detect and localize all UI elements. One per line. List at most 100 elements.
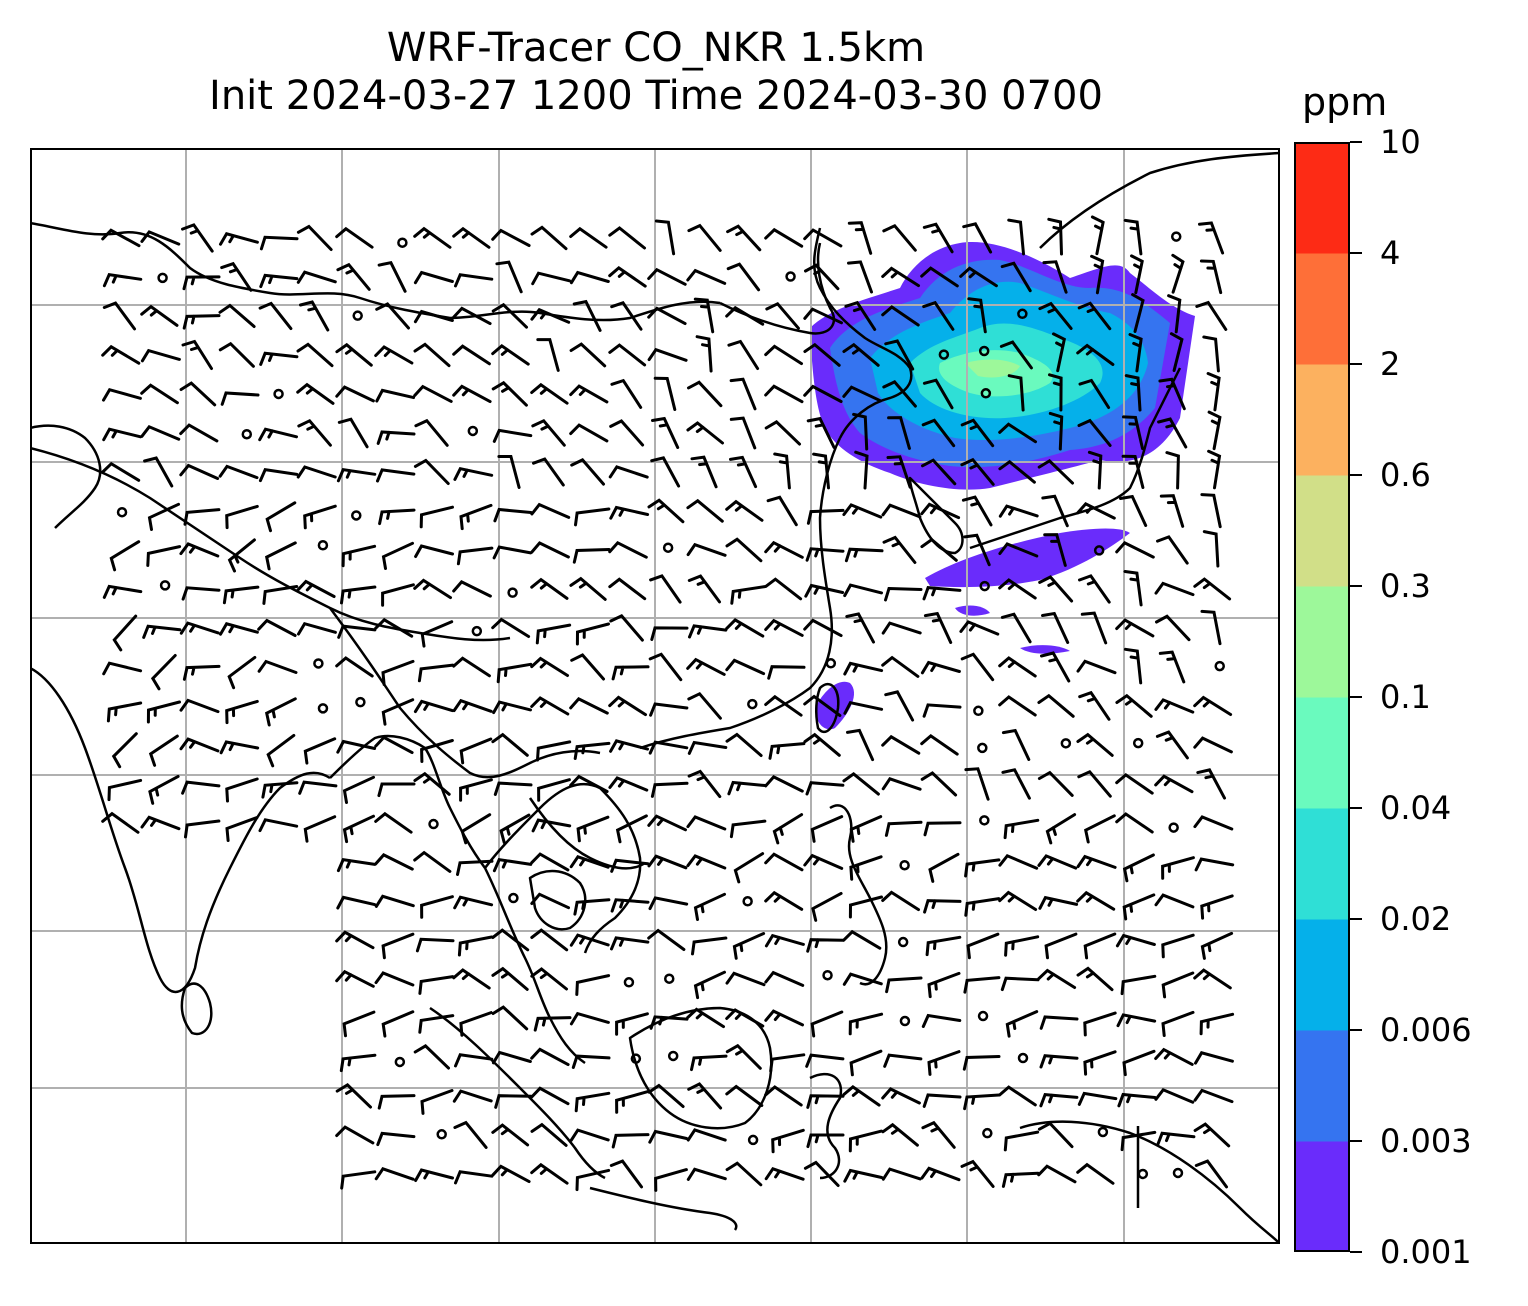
wind-barb xyxy=(610,898,650,913)
wind-barb xyxy=(1076,659,1117,675)
calm-wind-marker xyxy=(1172,1167,1184,1179)
wind-barb xyxy=(928,852,960,883)
wind-barb xyxy=(303,737,337,765)
wind-barb xyxy=(375,302,410,330)
wind-barb xyxy=(1000,976,1040,992)
wind-barb xyxy=(693,970,726,1000)
wind-barb xyxy=(844,547,884,563)
colorbar-segment xyxy=(1294,364,1350,476)
wind-barb xyxy=(1154,1087,1195,1104)
wind-barb xyxy=(686,421,724,445)
wind-barb xyxy=(610,378,643,409)
calm-wind-marker xyxy=(159,580,171,591)
wind-barb xyxy=(491,617,531,638)
wind-barb xyxy=(179,463,220,480)
wind-barb xyxy=(771,1128,805,1154)
wind-barb xyxy=(848,1129,883,1153)
wind-barb xyxy=(960,418,995,448)
wind-barb xyxy=(998,890,1038,911)
wind-barb xyxy=(1154,581,1195,597)
wind-barb xyxy=(725,305,765,326)
wind-barb xyxy=(570,458,605,486)
wind-barb xyxy=(920,1166,961,1182)
wind-barb xyxy=(1157,417,1188,449)
wind-barb xyxy=(920,502,961,520)
wind-barb xyxy=(491,302,528,329)
wind-barb xyxy=(610,301,643,331)
wind-barb xyxy=(883,1053,923,1068)
wind-barb xyxy=(648,896,689,911)
colorbar-tick-label: 0.3 xyxy=(1380,567,1431,605)
wind-barb xyxy=(647,854,688,870)
colorbar-tick-label: 0.6 xyxy=(1380,456,1431,494)
wind-barb xyxy=(179,737,220,753)
wind-barb xyxy=(842,503,883,519)
wind-barb xyxy=(1078,690,1111,721)
wind-barb xyxy=(452,1089,493,1103)
wind-barb xyxy=(922,703,962,718)
wind-barb xyxy=(102,273,143,288)
wind-barb xyxy=(569,384,609,404)
wind-barb xyxy=(847,260,873,294)
wind-barb xyxy=(727,339,760,370)
wind-barb xyxy=(574,1091,611,1113)
wind-barb xyxy=(998,542,1039,558)
wind-barb xyxy=(998,656,1037,678)
wind-barb xyxy=(374,345,414,365)
wind-barb xyxy=(769,1053,806,1073)
wind-barb xyxy=(531,818,572,833)
wind-barb xyxy=(1077,418,1112,447)
wind-barb xyxy=(222,585,260,605)
wind-barb xyxy=(454,1053,494,1068)
wind-barb xyxy=(960,457,995,486)
wind-barb xyxy=(1194,857,1235,872)
wind-barb xyxy=(693,892,726,921)
wind-barb xyxy=(456,859,494,876)
wind-barb xyxy=(337,624,377,639)
wind-barb xyxy=(219,740,260,755)
wind-barb xyxy=(182,664,221,681)
wind-barb xyxy=(374,853,414,871)
wind-barb xyxy=(258,301,293,331)
wind-barb xyxy=(615,814,648,844)
wind-barb xyxy=(374,811,413,834)
border-mongolia xyxy=(719,242,836,335)
wind-barb xyxy=(336,262,371,291)
wind-barb xyxy=(1076,966,1114,992)
wind-barb xyxy=(647,928,686,951)
wind-barb xyxy=(690,455,718,489)
wind-barb xyxy=(732,932,766,960)
wind-barb xyxy=(459,1011,493,1037)
wind-barb xyxy=(179,621,220,635)
wind-barb xyxy=(649,702,689,717)
wind-barb xyxy=(220,391,260,406)
title-line-2: Init 2024-03-27 1200 Time 2024-03-30 070… xyxy=(209,73,1103,119)
wind-barb xyxy=(266,733,296,768)
wind-barb xyxy=(381,659,415,686)
wind-barb xyxy=(454,273,494,288)
wind-barb xyxy=(845,612,875,644)
calm-wind-marker xyxy=(1170,231,1182,242)
wind-barb xyxy=(452,968,491,990)
colorbar-tick-label: 0.04 xyxy=(1380,789,1452,827)
wind-barb xyxy=(1158,650,1186,684)
wind-barb xyxy=(963,1093,1001,1111)
wind-barb xyxy=(1158,377,1186,411)
coast-gulf-thailand xyxy=(528,869,587,931)
wind-barb xyxy=(1161,933,1195,959)
wind-barb xyxy=(1003,818,1040,840)
colorbar-outline xyxy=(1294,142,1350,1252)
wind-barb xyxy=(569,1128,610,1142)
wind-barb xyxy=(219,232,259,246)
wind-barb xyxy=(491,732,529,757)
wind-barb xyxy=(927,1050,961,1076)
wind-barb xyxy=(1202,335,1220,373)
wind-barb xyxy=(219,622,259,636)
wind-barb xyxy=(569,342,607,368)
wind-barb xyxy=(803,853,844,870)
wind-barb xyxy=(259,235,299,251)
map-border xyxy=(30,148,1280,1244)
wind-barb xyxy=(1128,333,1143,373)
wind-barb xyxy=(530,1047,570,1067)
wind-barb xyxy=(725,732,763,757)
